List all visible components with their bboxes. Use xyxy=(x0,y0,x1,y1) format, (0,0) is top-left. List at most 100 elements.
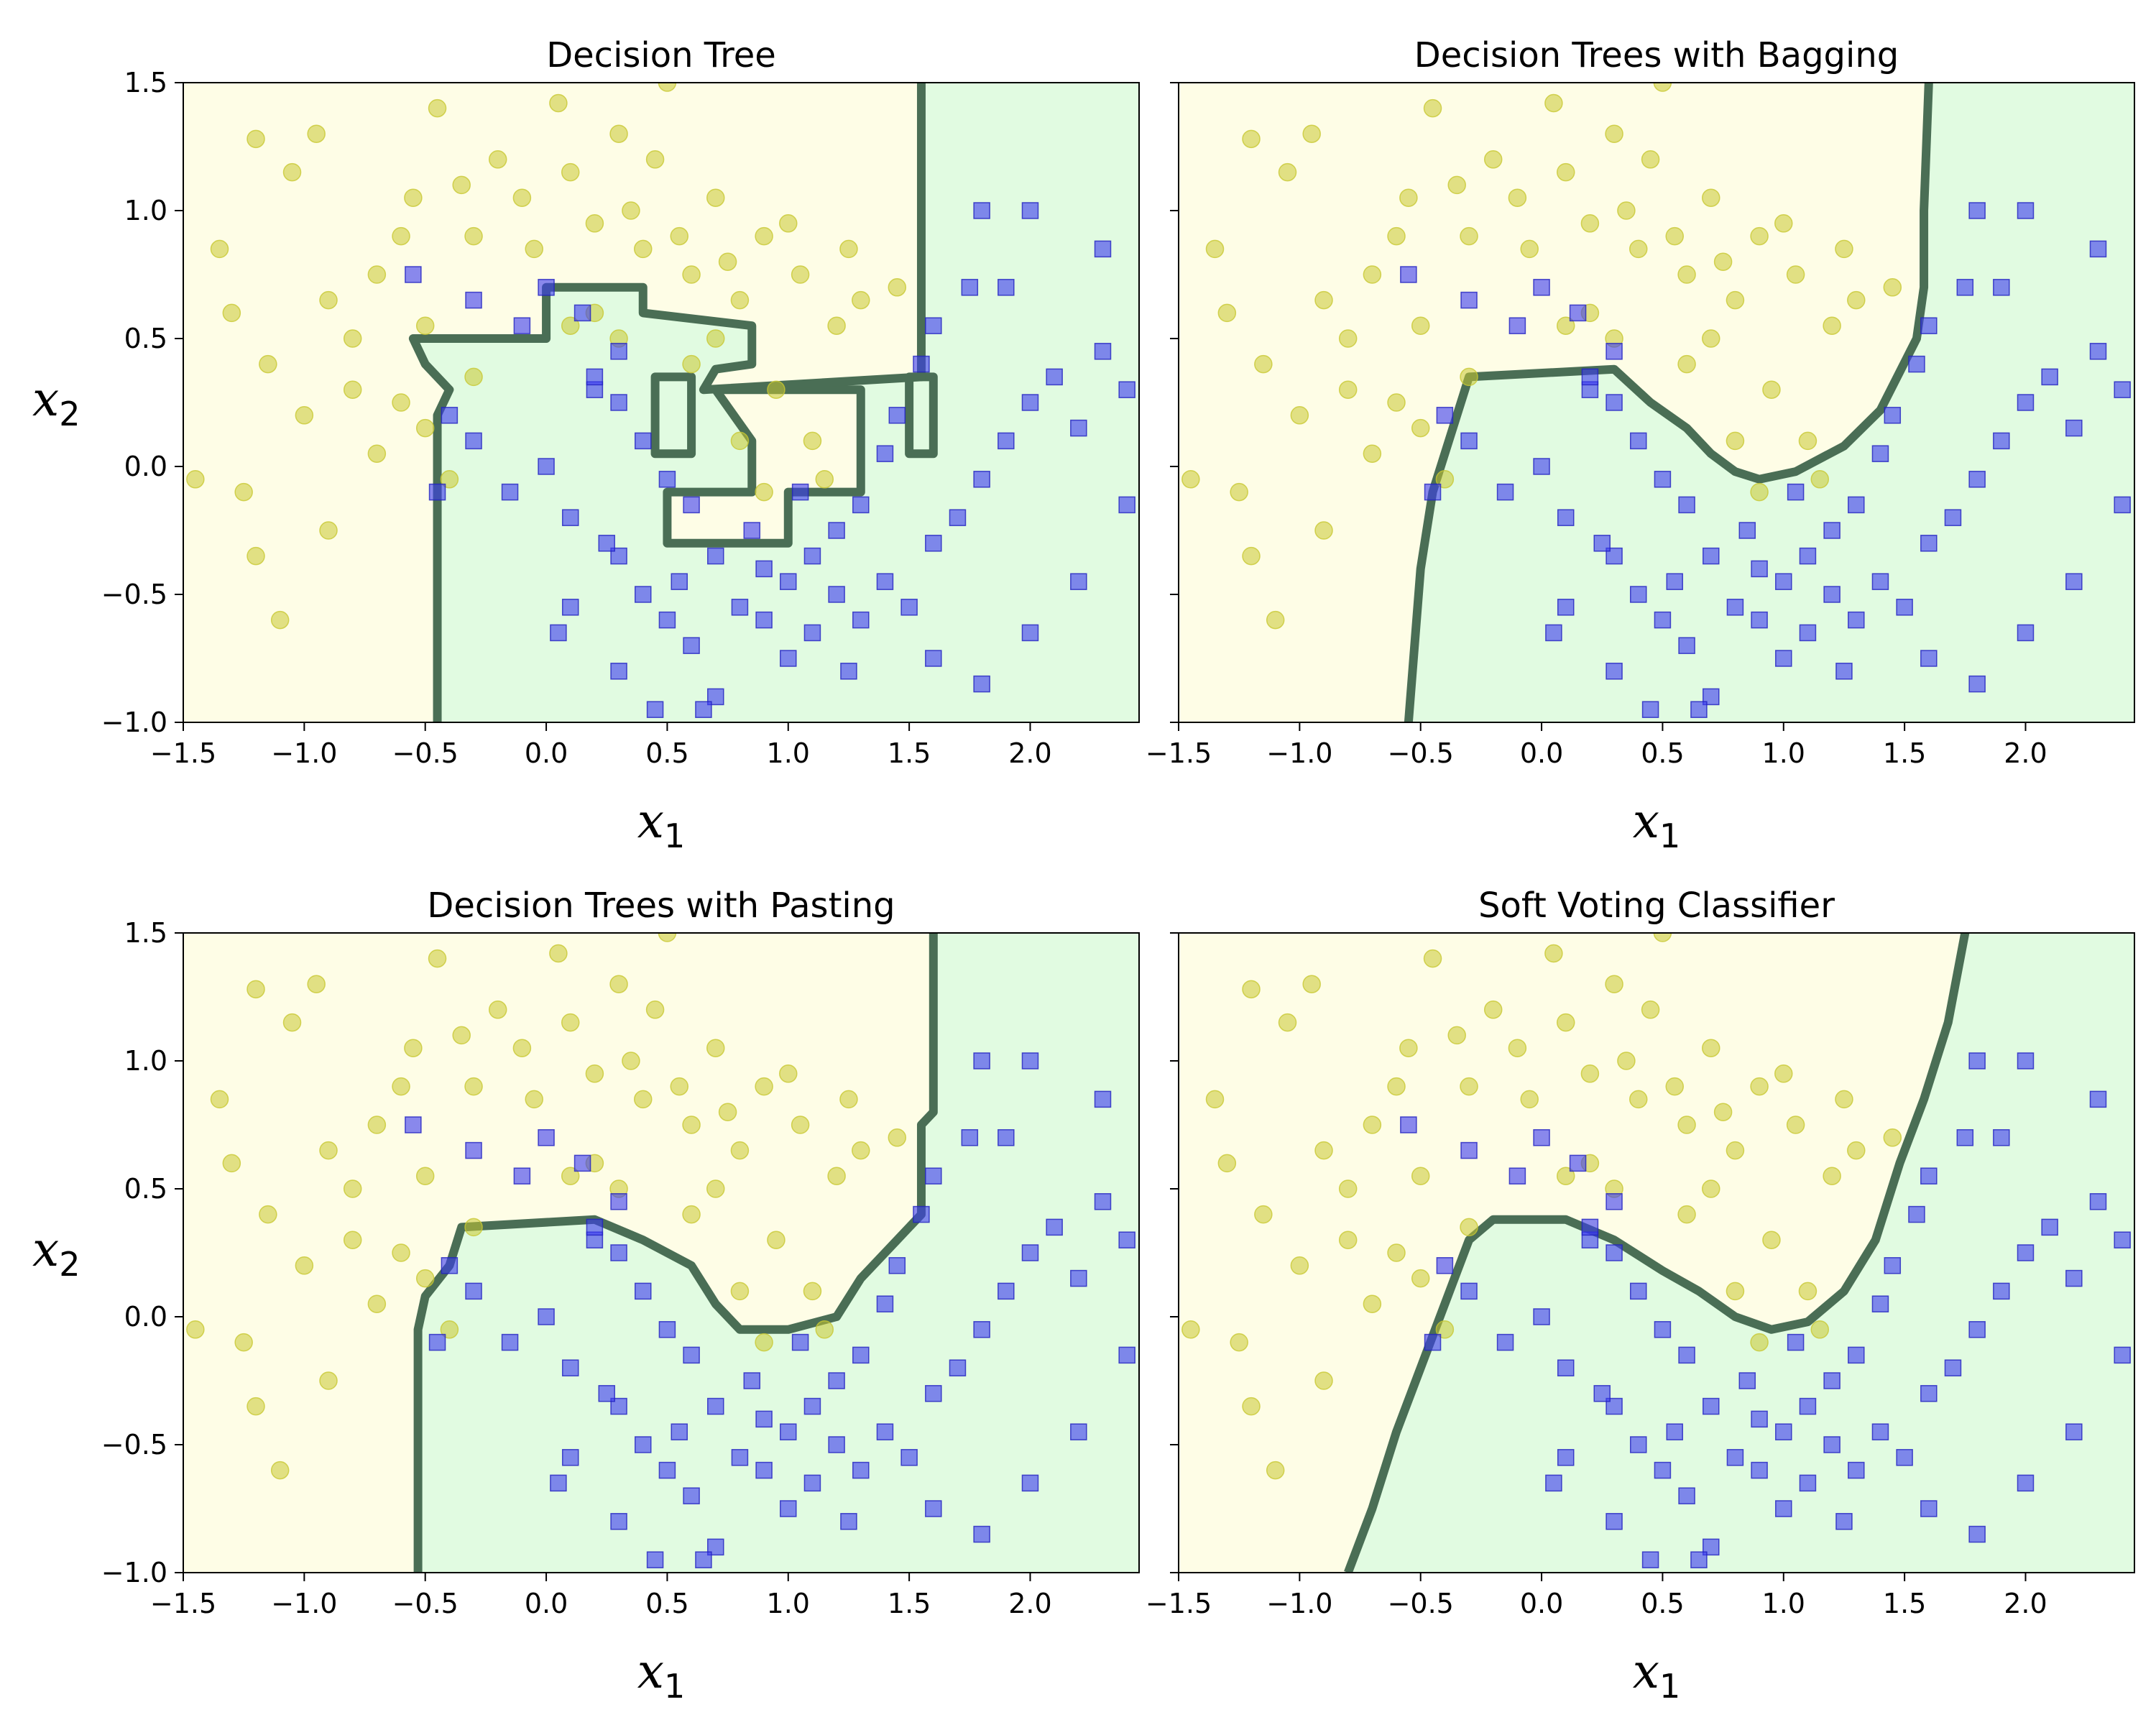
data-point-class-0 xyxy=(1677,265,1696,284)
data-point-class-1 xyxy=(828,1372,845,1389)
data-point-class-1 xyxy=(1920,1167,1938,1184)
data-point-class-1 xyxy=(1823,1372,1841,1389)
data-point-class-1 xyxy=(1436,1257,1454,1274)
data-point-class-0 xyxy=(658,83,677,92)
data-point-class-0 xyxy=(1363,265,1382,284)
data-point-class-0 xyxy=(791,265,810,284)
data-point-class-0 xyxy=(1810,1320,1830,1339)
data-point-class-1 xyxy=(1557,509,1575,526)
data-point-class-0 xyxy=(1302,124,1321,143)
data-point-class-1 xyxy=(1666,573,1684,590)
data-point-class-0 xyxy=(367,1116,387,1134)
data-point-class-0 xyxy=(561,1013,580,1032)
data-point-class-1 xyxy=(1094,1193,1112,1210)
data-point-class-0 xyxy=(1399,1039,1418,1057)
data-point-class-1 xyxy=(1884,1257,1902,1274)
data-point-class-0 xyxy=(1653,933,1672,942)
data-point-class-1 xyxy=(1545,624,1562,642)
data-point-class-0 xyxy=(1823,316,1841,335)
data-point-class-1 xyxy=(1606,1513,1623,1530)
data-point-class-0 xyxy=(319,521,338,540)
data-point-class-1 xyxy=(1956,1129,1974,1146)
data-point-class-1 xyxy=(2017,1052,2035,1070)
data-point-class-0 xyxy=(1520,1090,1539,1109)
x-axis-label: x1 xyxy=(1633,1644,1681,1706)
data-point-class-1 xyxy=(2089,1090,2107,1108)
data-point-class-1 xyxy=(1920,1385,1938,1402)
data-point-class-1 xyxy=(803,547,821,565)
data-point-class-1 xyxy=(610,547,627,565)
data-point-class-1 xyxy=(1920,650,1938,667)
data-point-class-1 xyxy=(634,432,652,450)
data-point-class-0 xyxy=(512,1039,532,1057)
plot-area xyxy=(183,83,1139,722)
data-point-class-1 xyxy=(1848,1461,1865,1479)
data-point-class-0 xyxy=(1363,1294,1382,1313)
data-point-class-0 xyxy=(1628,239,1648,259)
data-point-class-1 xyxy=(610,1513,627,1530)
data-point-class-1 xyxy=(2114,1231,2131,1248)
data-point-class-1 xyxy=(598,535,615,552)
data-point-class-1 xyxy=(1799,1474,1817,1492)
data-point-class-1 xyxy=(755,611,773,629)
data-point-class-1 xyxy=(610,1244,627,1261)
data-point-class-0 xyxy=(1617,201,1636,220)
data-point-class-0 xyxy=(1314,1141,1333,1160)
data-point-class-0 xyxy=(888,1128,907,1147)
data-point-class-1 xyxy=(973,1321,990,1338)
data-point-class-1 xyxy=(561,1449,579,1466)
data-point-class-1 xyxy=(2017,624,2035,642)
y-tick-label: 1.5 xyxy=(124,67,167,98)
x-tick-label: −0.5 xyxy=(1388,1588,1454,1619)
data-point-class-1 xyxy=(1021,202,1039,219)
data-point-class-0 xyxy=(1314,1371,1333,1390)
data-point-class-1 xyxy=(1629,432,1647,450)
data-point-class-0 xyxy=(1774,1064,1793,1083)
data-point-class-1 xyxy=(1606,1397,1623,1415)
axes-frame xyxy=(1178,82,2135,723)
data-point-class-1 xyxy=(973,1525,990,1543)
data-point-class-1 xyxy=(1021,394,1039,411)
data-point-class-0 xyxy=(1628,1090,1648,1109)
data-point-class-1 xyxy=(731,599,749,616)
data-point-class-1 xyxy=(610,663,627,680)
data-point-class-1 xyxy=(695,1551,712,1568)
data-point-class-1 xyxy=(658,1321,676,1338)
data-point-class-1 xyxy=(1569,304,1587,322)
data-point-class-1 xyxy=(1666,1423,1684,1440)
data-point-class-0 xyxy=(1726,1282,1745,1301)
data-point-class-0 xyxy=(440,470,459,489)
data-point-class-0 xyxy=(1411,418,1430,438)
y-axis-label: x2 xyxy=(32,372,80,433)
data-point-class-0 xyxy=(392,226,410,246)
subplot-decision-trees-bagging: −1.5 −1.0 −0.5 0.0 0.5 1.0 1.5 2.0 Decision Tree… xyxy=(1146,35,2135,855)
data-point-class-0 xyxy=(210,1090,229,1109)
data-point-class-1 xyxy=(961,279,979,296)
x-tick-label: 1.5 xyxy=(888,1588,931,1619)
region-class-0 xyxy=(183,83,921,722)
data-point-class-0 xyxy=(1205,239,1225,259)
data-point-class-1 xyxy=(998,1282,1015,1300)
data-point-class-1 xyxy=(1629,1436,1647,1453)
data-point-class-1 xyxy=(2114,496,2131,514)
data-point-class-1 xyxy=(538,1308,555,1325)
x-tick-label: −0.5 xyxy=(1388,737,1454,769)
data-point-class-1 xyxy=(1908,1205,1925,1223)
data-point-class-1 xyxy=(1678,637,1695,654)
data-point-class-0 xyxy=(1726,1141,1745,1160)
data-point-class-1 xyxy=(1703,1397,1720,1415)
data-point-class-1 xyxy=(852,1461,870,1479)
data-point-class-0 xyxy=(1677,1205,1696,1224)
data-point-class-1 xyxy=(707,547,724,565)
data-point-class-1 xyxy=(683,637,700,654)
data-point-class-0 xyxy=(1363,1116,1382,1134)
data-point-class-1 xyxy=(1569,1154,1587,1172)
data-point-class-1 xyxy=(634,586,652,603)
data-point-class-1 xyxy=(405,266,422,283)
data-point-class-1 xyxy=(538,279,555,296)
data-point-class-1 xyxy=(2089,343,2107,360)
data-point-class-1 xyxy=(1835,1513,1853,1530)
data-point-class-1 xyxy=(610,394,627,411)
data-point-class-1 xyxy=(1799,1397,1817,1415)
data-point-class-1 xyxy=(1799,624,1817,642)
